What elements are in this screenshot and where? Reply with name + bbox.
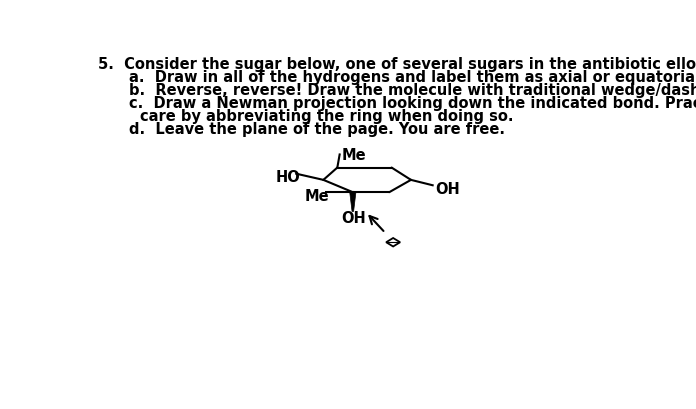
Text: HO: HO [276,170,301,184]
Text: b.  Reverse, reverse! Draw the molecule with traditional wedge/dash notation.: b. Reverse, reverse! Draw the molecule w… [129,83,696,98]
Text: OH: OH [435,181,460,196]
Text: care by abbreviating the ring when doing so.: care by abbreviating the ring when doing… [140,109,513,124]
Text: Me: Me [341,147,366,162]
Text: c.  Draw a Newman projection looking down the indicated bond. Practice self-: c. Draw a Newman projection looking down… [129,96,696,111]
Polygon shape [349,193,356,212]
Text: OH: OH [341,210,366,225]
Text: Me: Me [305,188,329,203]
Text: d.  Leave the plane of the page. You are free.: d. Leave the plane of the page. You are … [129,122,505,137]
Text: 5.  Consider the sugar below, one of several sugars in the antibiotic elloramyci: 5. Consider the sugar below, one of seve… [98,57,696,72]
Text: a.  Draw in all of the hydrogens and label them as axial or equatorial.: a. Draw in all of the hydrogens and labe… [129,70,696,85]
